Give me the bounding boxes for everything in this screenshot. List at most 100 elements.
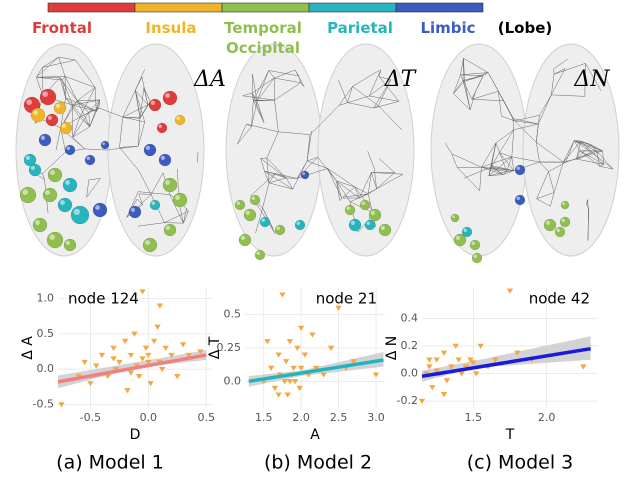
connection [536, 198, 551, 207]
data-point [98, 352, 106, 359]
sphere-highlight [176, 116, 180, 120]
connection [373, 105, 379, 109]
connection [514, 120, 539, 125]
connection [490, 142, 497, 166]
connection [553, 68, 566, 75]
legend-label: Frontal [31, 19, 93, 37]
node-sphere [47, 167, 63, 183]
connection [86, 179, 90, 198]
data-point [121, 338, 129, 344]
sphere-highlight [95, 205, 101, 210]
data-point [154, 324, 161, 330]
connection [514, 120, 537, 143]
connection [574, 140, 581, 151]
connection [264, 171, 298, 179]
node-sphere [469, 239, 481, 251]
connection [300, 82, 305, 87]
data-point [279, 292, 286, 298]
data-point [127, 370, 135, 376]
node-sphere [274, 224, 286, 236]
sphere-highlight [26, 99, 32, 105]
sphere-highlight [366, 221, 370, 225]
connection [488, 174, 504, 176]
sphere-highlight [245, 210, 250, 215]
connection [88, 99, 100, 113]
data-point [124, 388, 131, 394]
node-sphere [554, 226, 566, 238]
sphere-highlight [463, 228, 467, 232]
connection [481, 142, 497, 168]
data-point [264, 339, 271, 345]
data-point [110, 345, 117, 351]
data-point [286, 339, 294, 345]
legend-swatch [221, 2, 310, 13]
connection [349, 197, 360, 202]
data-point [282, 359, 290, 365]
node-sphere [378, 223, 392, 237]
node-sphere [174, 114, 186, 126]
node-sphere [46, 231, 64, 249]
connection [126, 191, 139, 218]
sphere-highlight [102, 142, 105, 146]
data-point [296, 385, 303, 391]
connection [256, 100, 265, 123]
node-sphere [128, 205, 142, 219]
node-sphere [38, 133, 52, 147]
connection [252, 74, 258, 101]
connection [511, 156, 540, 163]
connection [42, 59, 76, 68]
caption: (c) Model 3 [467, 452, 574, 474]
data-point [327, 345, 335, 351]
connection [266, 157, 270, 183]
y-tick-label: 1.0 [37, 292, 55, 305]
data-point [81, 359, 88, 366]
node-sphere [359, 199, 371, 211]
node-sphere [294, 219, 306, 231]
connection [260, 158, 287, 179]
data-point [275, 352, 282, 358]
connection [42, 173, 45, 180]
connection [565, 140, 575, 163]
sphere-highlight [455, 235, 460, 240]
sphere-highlight [130, 207, 135, 212]
connection [536, 142, 564, 163]
connection [367, 151, 375, 168]
connection [373, 167, 377, 189]
data-point [470, 360, 477, 366]
connection [197, 151, 199, 163]
sphere-highlight [545, 220, 551, 225]
connection [327, 168, 356, 188]
x-tick-label: 2.5 [330, 411, 348, 424]
connection [62, 76, 66, 81]
confidence-band [58, 350, 207, 389]
connection [342, 193, 369, 198]
y-tick-label: 0.0 [37, 362, 55, 375]
connection [255, 211, 262, 234]
connection [352, 86, 379, 107]
connection [491, 152, 500, 168]
data-point [294, 345, 301, 351]
connection [42, 56, 59, 68]
node-sphere [39, 88, 57, 106]
connection [264, 171, 287, 179]
data-point [116, 359, 123, 366]
sphere-highlight [346, 206, 350, 210]
connection [373, 101, 399, 109]
y-tick-label: -0.5 [33, 397, 54, 410]
node-sphere [42, 187, 58, 203]
data-point [156, 303, 164, 309]
connection [76, 100, 90, 127]
connection [237, 126, 252, 145]
connection [143, 87, 149, 105]
connection [309, 118, 326, 135]
connection [453, 93, 471, 111]
connection [143, 87, 151, 102]
data-point [87, 381, 94, 387]
node-sphere [19, 186, 37, 204]
data-point [440, 392, 448, 398]
hemisphere [15, 43, 113, 257]
sphere-highlight [516, 196, 520, 200]
node-sphere [249, 194, 261, 206]
sphere-highlight [296, 221, 300, 225]
